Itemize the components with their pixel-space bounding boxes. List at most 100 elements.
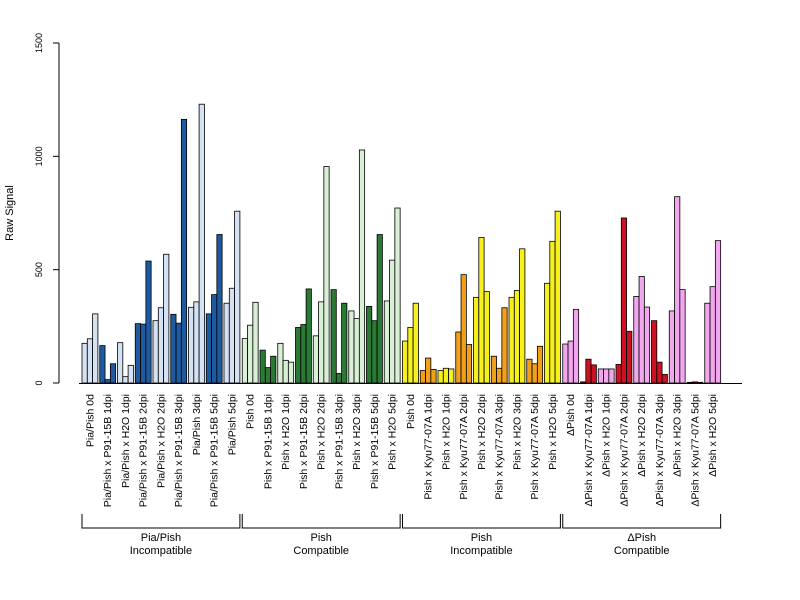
bar xyxy=(348,310,355,384)
group-bracket xyxy=(402,514,561,529)
category-label: Pish x Kyu77-07A 2dpi xyxy=(458,394,470,500)
group-bracket xyxy=(81,514,241,529)
y-axis-label: Raw Signal xyxy=(4,185,16,241)
bar xyxy=(567,340,574,384)
bar xyxy=(211,294,218,384)
group-name: Pia/Pish xyxy=(141,532,181,544)
category-label: ΔPish x H2O 3dpi xyxy=(672,394,684,477)
bar xyxy=(554,210,561,384)
bar xyxy=(305,288,312,384)
group-name: Pish xyxy=(471,532,492,544)
bar xyxy=(394,207,401,384)
category-label: Pish x H2O 2dpi xyxy=(316,394,328,470)
bar xyxy=(633,296,640,384)
bar xyxy=(448,368,455,384)
bar xyxy=(140,323,147,384)
category-label: Pia/Pish x P91-15B 5dpi xyxy=(209,394,221,507)
bar xyxy=(188,306,195,384)
category-label: Pish 0d xyxy=(245,394,257,429)
bar xyxy=(709,286,716,384)
category-label: Pish x H2O 1dpi xyxy=(440,394,452,470)
bar xyxy=(389,259,396,384)
bar xyxy=(109,363,117,384)
category-label: ΔPish x Kyu77-07A 5dpi xyxy=(689,394,701,507)
bar xyxy=(597,368,604,384)
category-label: Pish x H2O 5dpi xyxy=(547,394,559,470)
category-label: Pish x Kyu77-07A 1dpi xyxy=(423,394,435,500)
bar xyxy=(513,290,520,384)
category-label: Pia/Pish x P91-15B 1dpi xyxy=(102,394,114,507)
category-label: Pia/Pish x H2O 2dpi xyxy=(155,394,167,488)
bar xyxy=(697,381,704,384)
bar xyxy=(300,324,307,384)
category-label: Pish x H2O 2dpi xyxy=(476,394,488,470)
bar xyxy=(163,253,170,384)
bar xyxy=(193,301,200,384)
bar xyxy=(205,313,212,384)
bar xyxy=(228,287,236,384)
bar xyxy=(152,320,159,384)
group-subtitle: Compatible xyxy=(293,545,349,557)
bar xyxy=(259,349,266,384)
bar xyxy=(496,367,503,384)
bar xyxy=(686,381,693,384)
bar xyxy=(341,302,348,384)
y-axis: 0 500 1000 1500 xyxy=(34,33,60,386)
bar xyxy=(92,313,99,384)
category-label: Pish x Kyu77-07A 5dpi xyxy=(529,394,541,500)
bar xyxy=(270,355,277,384)
bar xyxy=(501,307,508,384)
bar xyxy=(585,358,592,384)
bar xyxy=(679,289,686,384)
category-label: Pish x H2O 3dpi xyxy=(511,394,523,470)
bar xyxy=(330,289,337,384)
category-label: ΔPish x H2O 5dpi xyxy=(707,394,719,477)
y-tick-label: 1000 xyxy=(34,146,44,166)
bar xyxy=(234,210,241,384)
bar xyxy=(295,327,302,384)
category-labels: Pia/Pish 0d Pia/Pish x P91-15B 1dpi Pia/Pi… xyxy=(84,394,719,507)
bar xyxy=(490,355,497,384)
category-label: ΔPish x H2O 2dpi xyxy=(636,394,648,477)
group-brackets: Pia/PishIncompatiblePishCompatiblePishIn… xyxy=(81,514,722,557)
category-label: Pish x H2O 3dpi xyxy=(351,394,363,470)
bar xyxy=(407,327,414,384)
bar xyxy=(277,342,284,384)
bar xyxy=(661,373,668,384)
bar xyxy=(442,367,449,384)
group-subtitle: Incompatible xyxy=(450,545,512,557)
bar xyxy=(437,370,444,384)
bar xyxy=(656,361,663,384)
category-label: Pia/Pish x P91-15B 3dpi xyxy=(173,394,185,507)
category-label: ΔPish x Kyu77-07A 1dpi xyxy=(583,394,595,507)
bar xyxy=(626,330,633,384)
group-bracket xyxy=(562,514,722,529)
bar xyxy=(241,338,248,384)
bar xyxy=(478,237,485,384)
bar xyxy=(371,320,378,384)
bar xyxy=(544,282,551,384)
bar xyxy=(643,306,651,384)
category-label: Pish 0d xyxy=(405,394,417,429)
bar xyxy=(223,302,230,384)
bar xyxy=(638,276,645,384)
bar xyxy=(674,196,681,384)
bar xyxy=(312,335,319,384)
bar xyxy=(412,302,419,384)
category-label: ΔPish x H2O 1dpi xyxy=(601,394,613,477)
bar xyxy=(572,308,580,384)
bar xyxy=(170,313,177,384)
bar xyxy=(620,217,627,384)
category-label: ΔPish 0d xyxy=(565,394,577,436)
bar xyxy=(419,370,426,384)
bar xyxy=(216,234,223,384)
bar xyxy=(198,103,205,384)
bar xyxy=(608,368,615,384)
category-label: Pia/Pish 0d xyxy=(84,394,96,447)
bar xyxy=(651,320,658,384)
group-subtitle: Compatible xyxy=(614,545,670,557)
bar xyxy=(691,381,698,384)
bar xyxy=(562,343,569,384)
group-subtitle: Incompatible xyxy=(130,545,192,557)
bar xyxy=(366,305,373,384)
